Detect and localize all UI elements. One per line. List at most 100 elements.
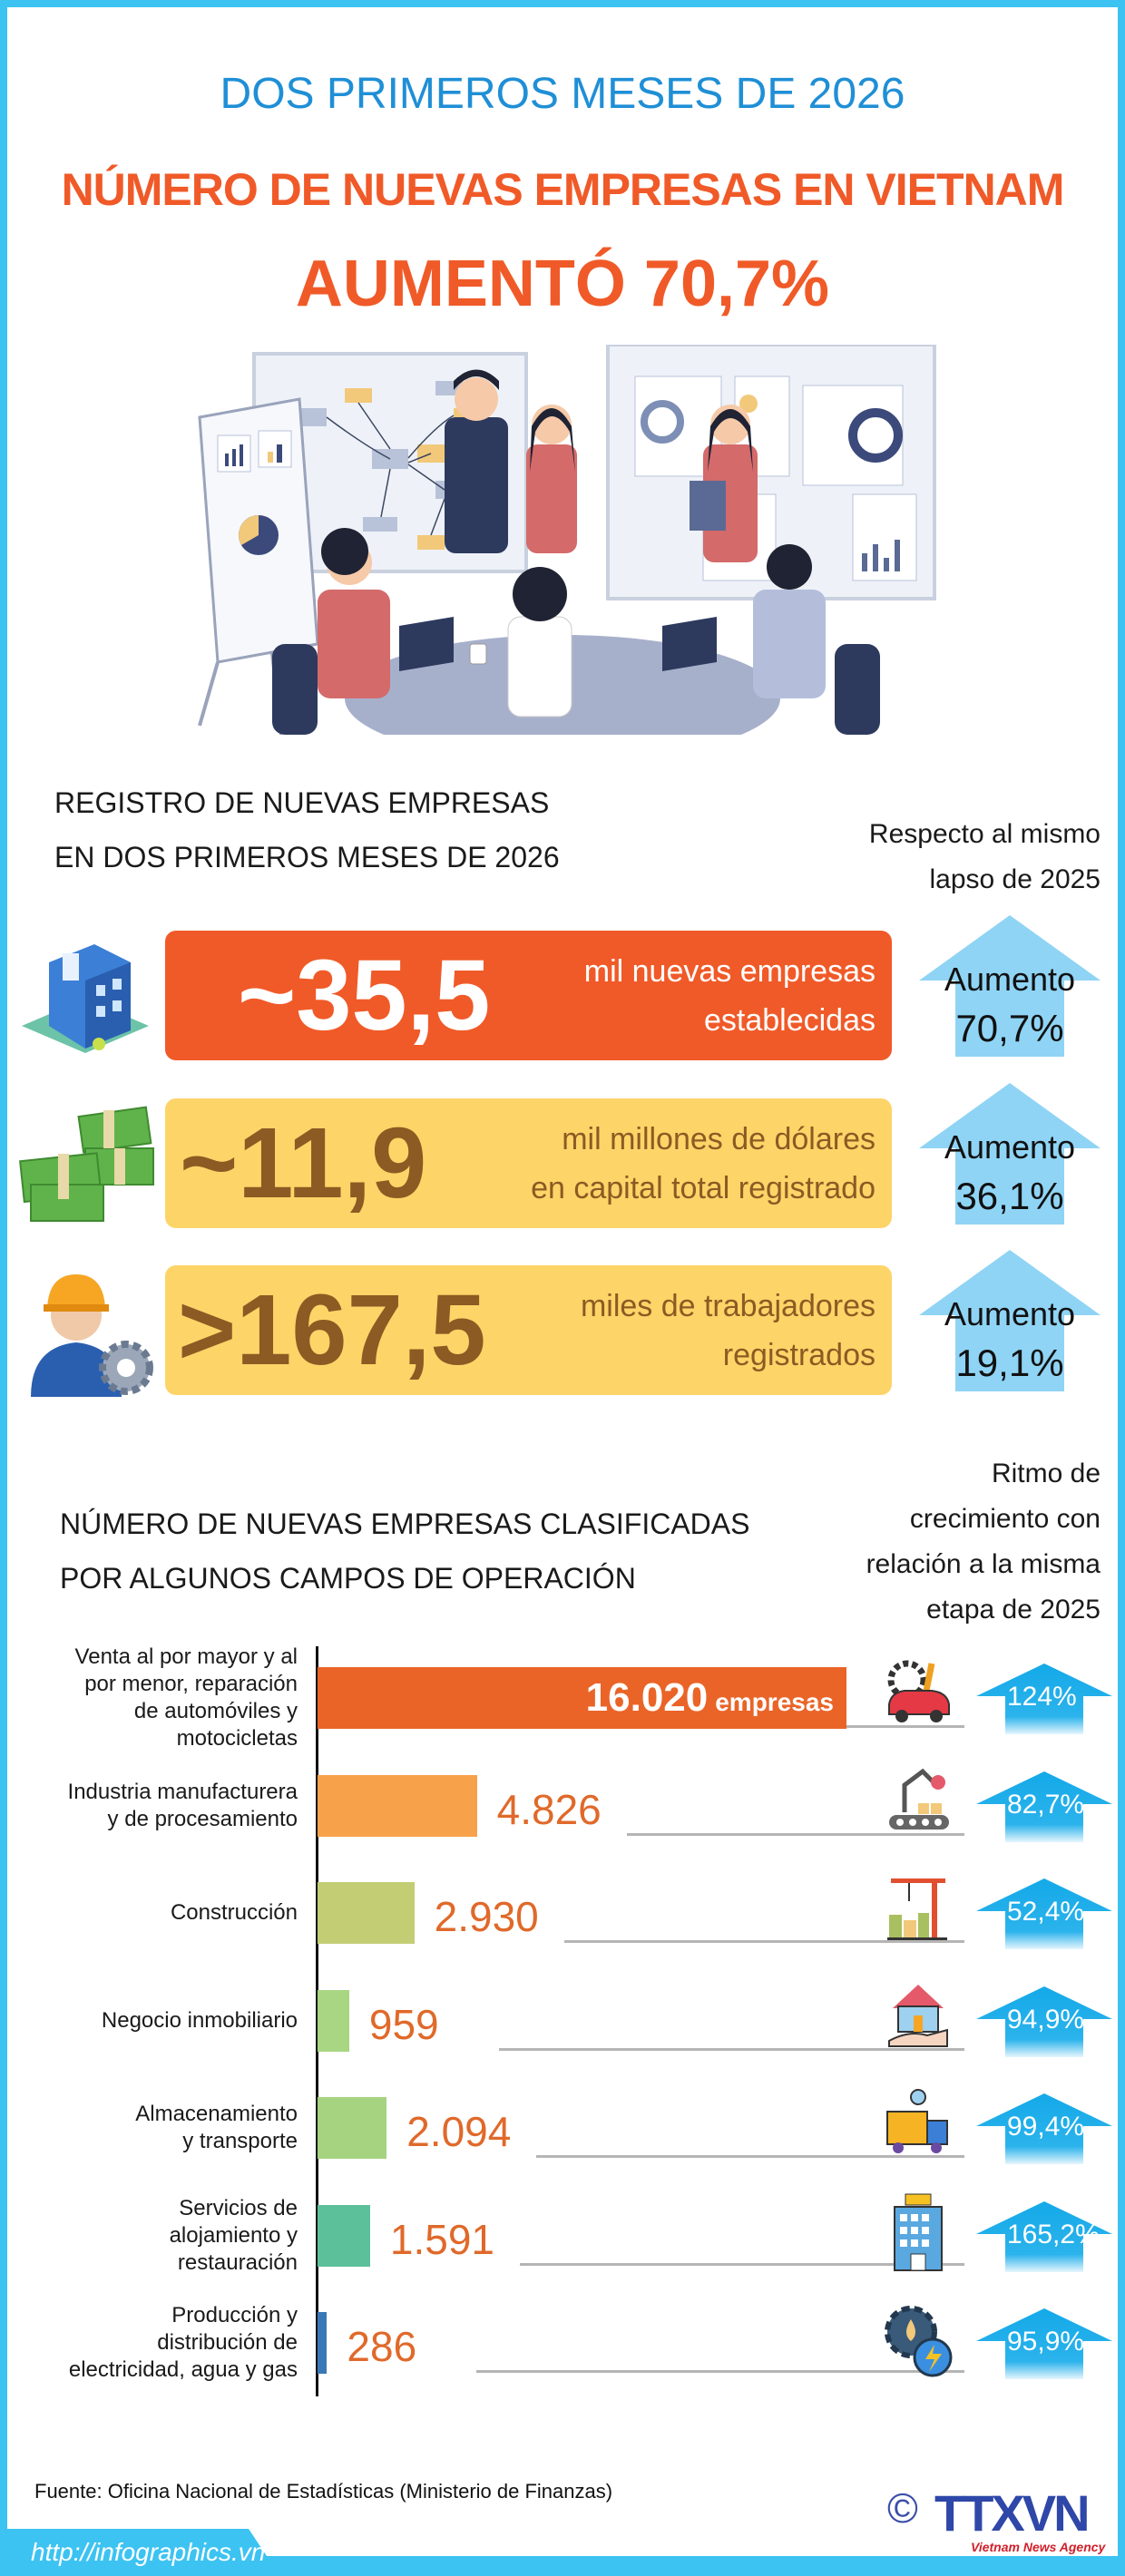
up-arrow-icon	[976, 2093, 1112, 2164]
bar-value: 1.591	[389, 2215, 495, 2263]
delivery-truck-icon	[882, 2084, 954, 2161]
category-label-line: restauración	[177, 2249, 298, 2275]
website-link[interactable]: http://infographics.vn	[31, 2538, 266, 2566]
category-label-line: de automóviles y	[133, 1699, 298, 1723]
up-arrow-icon	[919, 1083, 1101, 1225]
growth-value: 165,2%	[1007, 2219, 1100, 2249]
ttxvn-logo: TTXVN	[934, 2484, 1091, 2542]
category-label-line: por menor, reparación	[84, 1672, 298, 1696]
growth-value: 124%	[1007, 1682, 1077, 1712]
change-value: 36,1%	[955, 1175, 1064, 1217]
change-value: 70,7%	[955, 1007, 1064, 1049]
stat-box: >167,5 miles de trabajadores registrados	[165, 1265, 892, 1395]
guide-line	[536, 2155, 964, 2158]
stat-description-line: mil millones de dólares	[562, 1122, 876, 1156]
guide-line	[498, 2047, 964, 2051]
category-label: Construcción	[171, 1899, 298, 1927]
category-label: Almacenamiento y transporte	[135, 2101, 298, 2155]
growth-value: 52,4%	[1007, 1897, 1085, 1927]
category-label-line: Venta al por mayor y al	[74, 1644, 298, 1669]
worker-gear-icon	[13, 1261, 158, 1401]
stat-value: >167,5	[178, 1274, 486, 1386]
up-arrow-icon	[976, 2308, 1112, 2379]
growth-value: 94,9%	[1007, 2004, 1085, 2034]
frame-border	[0, 0, 1125, 7]
bar	[318, 1882, 415, 1944]
stat-description-line: en capital total registrado	[531, 1171, 876, 1205]
stat-box: ~35,5 mil nuevas empresas establecidas	[165, 931, 892, 1060]
growth-headline: AUMENTÓ 70,7%	[295, 248, 830, 320]
change-label: Aumento	[944, 1295, 1076, 1332]
growth-value: 95,9%	[1007, 2327, 1085, 2356]
growth-arrow: 52,4%	[976, 1878, 1112, 1949]
guide-line	[476, 2370, 964, 2373]
guide-line	[626, 1832, 964, 1836]
stat-value: ~11,9	[180, 1107, 427, 1219]
business-meeting-illustration	[198, 345, 936, 735]
change-label: Aumento	[944, 1128, 1076, 1166]
increase-arrow: Aumento 19,1%	[919, 1250, 1101, 1391]
growth-arrow: 94,9%	[976, 1986, 1112, 2057]
bar-value: 2.094	[406, 2108, 512, 2155]
growth-arrow: 99,4%	[976, 2093, 1112, 2164]
chart-axis	[316, 1646, 318, 2396]
bar-value: 2.930	[434, 1893, 539, 1940]
stat-description-line: mil nuevas empresas	[583, 954, 876, 989]
category-label-line: Almacenamiento	[135, 2102, 298, 2126]
bar-value: 286	[347, 2323, 417, 2370]
category-label: Negocio inmobiliario	[102, 2007, 298, 2034]
growth-value: 82,7%	[1007, 1789, 1085, 1820]
house-in-hand-icon	[882, 1977, 954, 2054]
footer-strip	[0, 2529, 1125, 2576]
bar-value-label: 16.020 empresas	[586, 1667, 834, 1738]
category-label: Venta al por mayor y al por menor, repara…	[75, 1644, 298, 1752]
office-building-icon	[13, 926, 158, 1067]
category-label-line: distribución de	[157, 2330, 298, 2355]
up-arrow-icon	[976, 1986, 1112, 2057]
growth-value: 99,4%	[1007, 2112, 1085, 2142]
bar-value: 959	[368, 2000, 439, 2048]
stat-value: ~35,5	[238, 940, 491, 1051]
registration-heading: REGISTRO DE NUEVAS EMPRESAS EN DOS PRIMER…	[54, 786, 560, 873]
construction-crane-icon	[882, 1869, 954, 1947]
guide-line	[846, 1725, 964, 1728]
up-arrow-icon	[976, 1878, 1112, 1949]
comparison-heading: Respecto al mismo lapso de 2025	[868, 819, 1101, 894]
bar	[318, 2204, 370, 2267]
growth-arrow: 95,9%	[976, 2308, 1112, 2379]
increase-arrow: Aumento 70,7%	[919, 915, 1101, 1057]
category-label-line: y transporte	[182, 2129, 298, 2153]
category-label-line: y de procesamiento	[107, 1806, 298, 1831]
sectors-heading: NÚMERO DE NUEVAS EMPRESAS CLASIFICADAS PO…	[60, 1508, 750, 1595]
category-label-line: Industria manufacturera	[67, 1779, 298, 1804]
up-arrow-icon	[976, 1664, 1112, 1734]
category-label: Producción y distribución de electricidad,…	[69, 2302, 298, 2384]
bar-value: 16.020	[585, 1675, 709, 1720]
money-stack-icon	[13, 1094, 158, 1234]
bar	[318, 2097, 387, 2159]
bar	[318, 1774, 477, 1837]
car-repair-icon	[882, 1654, 954, 1732]
energy-water-gear-icon	[882, 2299, 954, 2386]
category-label-line: Servicios de	[179, 2195, 298, 2220]
growth-arrow: 124%	[976, 1664, 1112, 1734]
stat-description: mil millones de dólares en capital total …	[531, 1115, 876, 1213]
stat-description-line: miles de trabajadores	[580, 1289, 876, 1323]
category-label-line: Producción y	[171, 2303, 298, 2327]
category-label: Servicios de alojamiento y restauración	[170, 2195, 298, 2277]
up-arrow-icon	[919, 1250, 1101, 1391]
stat-description-line: registrados	[722, 1338, 876, 1372]
up-arrow-icon	[919, 915, 1101, 1057]
copyright-symbol: ©	[887, 2484, 918, 2532]
change-value: 19,1%	[955, 1342, 1064, 1384]
headline: NÚMERO DE NUEVAS EMPRESAS EN VIETNAM	[61, 164, 1065, 215]
growth-arrow: 82,7%	[976, 1771, 1112, 1842]
stat-description: miles de trabajadores registrados	[581, 1282, 876, 1380]
source-note: Fuente: Oficina Nacional de Estadísticas…	[34, 2480, 613, 2503]
increase-arrow: Aumento 36,1%	[919, 1083, 1101, 1225]
growth-rate-heading: Ritmo de crecimiento con relación a la mis…	[866, 1459, 1101, 1625]
bar	[318, 2312, 328, 2374]
logo-subtitle: Vietnam News Agency	[971, 2540, 1106, 2554]
frame-border	[0, 0, 7, 2576]
